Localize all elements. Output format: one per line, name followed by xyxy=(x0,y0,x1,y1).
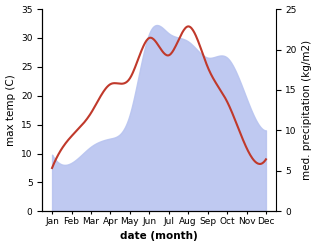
Y-axis label: max temp (C): max temp (C) xyxy=(5,74,16,146)
Y-axis label: med. precipitation (kg/m2): med. precipitation (kg/m2) xyxy=(302,40,313,180)
X-axis label: date (month): date (month) xyxy=(120,231,198,242)
